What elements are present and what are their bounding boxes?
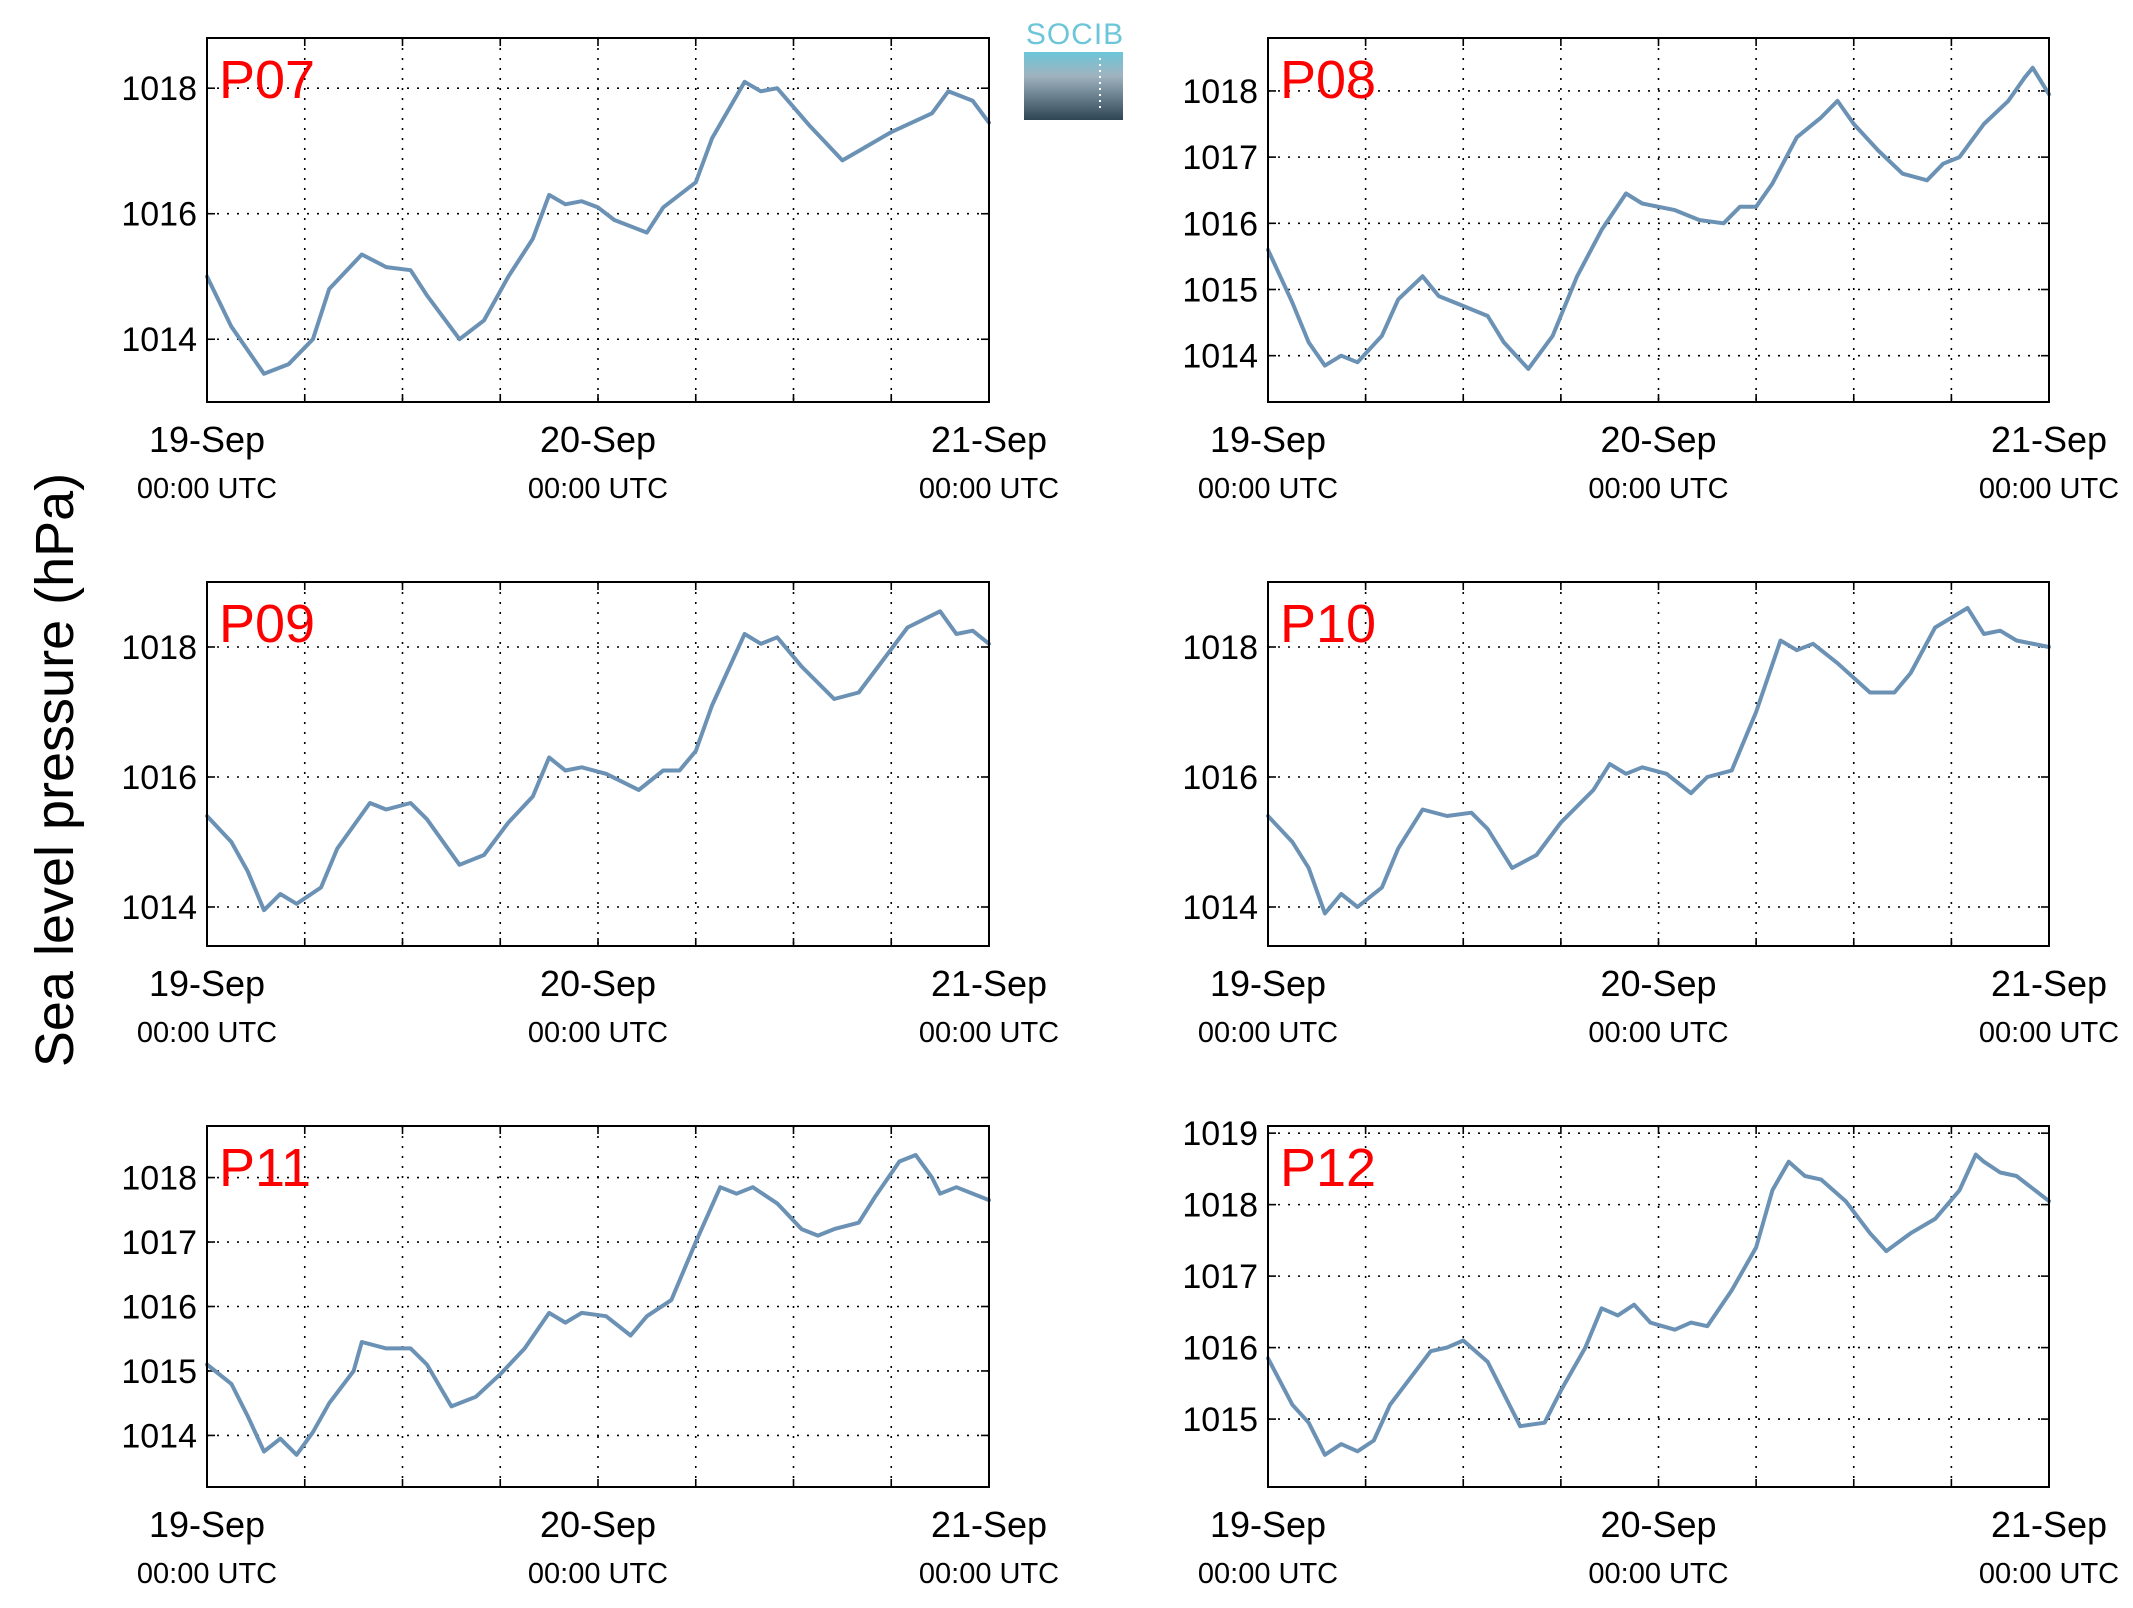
y-tick-label: 1015 bbox=[121, 1353, 197, 1391]
x-tick-label: 21-Sep bbox=[931, 419, 1047, 460]
panel-title: P10 bbox=[1280, 594, 1376, 654]
x-tick-sublabel: 00:00 UTC bbox=[1979, 1558, 2119, 1590]
series-line-0 bbox=[205, 609, 991, 913]
x-tick-label: 19-Sep bbox=[149, 419, 265, 460]
x-tick-sublabel: 00:00 UTC bbox=[919, 1558, 1059, 1590]
x-tick-label: 20-Sep bbox=[540, 1504, 656, 1545]
y-tick-label: 1018 bbox=[121, 629, 197, 667]
axes-frame bbox=[1267, 1125, 2050, 1488]
panel-p07: 1014 1016 1018 19-Sep 00:00 UTC 20-Sep 00:00 U… bbox=[121, 37, 1059, 505]
x-tick-sublabel: 00:00 UTC bbox=[528, 1017, 668, 1049]
x-tick-label: 19-Sep bbox=[149, 963, 265, 1004]
panel-p08: 1014 1015 1016 1017 1018 19-Sep 00:00 UTC 20-Se… bbox=[1182, 37, 2119, 505]
series-line-0 bbox=[1266, 606, 2051, 916]
y-tick-label: 1016 bbox=[121, 196, 197, 234]
x-tick-sublabel: 00:00 UTC bbox=[919, 473, 1059, 505]
y-tick-label: 1016 bbox=[121, 759, 197, 797]
y-tick-label: 1017 bbox=[1182, 1258, 1258, 1296]
x-tick-sublabel: 00:00 UTC bbox=[137, 1017, 277, 1049]
y-tick-label: 1016 bbox=[1182, 1330, 1258, 1368]
x-tick-sublabel: 00:00 UTC bbox=[1198, 1558, 1338, 1590]
x-tick-sublabel: 00:00 UTC bbox=[137, 473, 277, 505]
logo-block bbox=[1024, 52, 1123, 120]
y-tick-label: 1014 bbox=[1182, 889, 1258, 927]
x-tick-label: 21-Sep bbox=[1991, 1504, 2107, 1545]
x-tick-label: 19-Sep bbox=[1210, 963, 1326, 1004]
panel-title: P11 bbox=[219, 1138, 311, 1198]
series-line-0 bbox=[1266, 65, 2051, 371]
axes-frame bbox=[206, 1125, 990, 1488]
y-tick-label: 1018 bbox=[1182, 73, 1258, 111]
x-tick-sublabel: 00:00 UTC bbox=[528, 1558, 668, 1590]
y-tick-label: 1015 bbox=[1182, 1401, 1258, 1439]
x-tick-sublabel: 00:00 UTC bbox=[1979, 1017, 2119, 1049]
axes-frame bbox=[206, 581, 990, 947]
panel-p10: 1014 1016 1018 19-Sep 00:00 UTC 20-Sep 00:00 U… bbox=[1182, 581, 2119, 1049]
panel-title: P07 bbox=[219, 50, 315, 110]
logo-text: SOCIB bbox=[1026, 18, 1124, 51]
series-line-0 bbox=[1266, 1152, 2051, 1457]
y-tick-label: 1019 bbox=[1182, 1115, 1258, 1153]
x-tick-label: 19-Sep bbox=[1210, 1504, 1326, 1545]
axes-frame bbox=[1267, 581, 2050, 947]
axes-frame bbox=[206, 37, 990, 403]
x-tick-sublabel: 00:00 UTC bbox=[528, 473, 668, 505]
y-tick-label: 1018 bbox=[1182, 629, 1258, 667]
y-tick-label: 1014 bbox=[121, 889, 197, 927]
panel-title: P08 bbox=[1280, 50, 1376, 110]
x-tick-label: 20-Sep bbox=[1600, 1504, 1716, 1545]
y-tick-label: 1017 bbox=[1182, 139, 1258, 177]
x-tick-sublabel: 00:00 UTC bbox=[1588, 1558, 1728, 1590]
panel-title: P12 bbox=[1280, 1138, 1376, 1198]
x-tick-label: 21-Sep bbox=[931, 1504, 1047, 1545]
y-tick-label: 1015 bbox=[1182, 271, 1258, 309]
axes-frame bbox=[1267, 37, 2050, 403]
x-tick-label: 21-Sep bbox=[1991, 419, 2107, 460]
panel-p09: 1014 1016 1018 19-Sep 00:00 UTC 20-Sep 00:00 U… bbox=[121, 581, 1059, 1049]
series-line-0 bbox=[205, 79, 991, 376]
x-tick-label: 19-Sep bbox=[1210, 419, 1326, 460]
x-tick-sublabel: 00:00 UTC bbox=[919, 1017, 1059, 1049]
y-tick-label: 1018 bbox=[1182, 1187, 1258, 1225]
y-tick-label: 1017 bbox=[121, 1224, 197, 1262]
y-tick-label: 1016 bbox=[1182, 205, 1258, 243]
x-tick-label: 20-Sep bbox=[540, 963, 656, 1004]
panel-p12: 1015 1016 1017 1018 1019 19-Sep 00:00 UTC 20-Se… bbox=[1182, 1115, 2119, 1590]
panel-title: P09 bbox=[219, 594, 315, 654]
x-tick-label: 20-Sep bbox=[1600, 963, 1716, 1004]
x-tick-label: 20-Sep bbox=[540, 419, 656, 460]
socib-logo: SOCIB bbox=[1024, 18, 1124, 120]
y-tick-label: 1016 bbox=[1182, 759, 1258, 797]
x-tick-label: 21-Sep bbox=[931, 963, 1047, 1004]
y-tick-label: 1014 bbox=[121, 1417, 197, 1455]
x-tick-sublabel: 00:00 UTC bbox=[1198, 473, 1338, 505]
x-tick-sublabel: 00:00 UTC bbox=[1979, 473, 2119, 505]
x-tick-sublabel: 00:00 UTC bbox=[1198, 1017, 1338, 1049]
x-tick-sublabel: 00:00 UTC bbox=[1588, 473, 1728, 505]
x-tick-label: 19-Sep bbox=[149, 1504, 265, 1545]
y-tick-label: 1016 bbox=[121, 1289, 197, 1327]
x-tick-sublabel: 00:00 UTC bbox=[137, 1558, 277, 1590]
y-tick-label: 1018 bbox=[121, 1160, 197, 1198]
series-line-0 bbox=[205, 1153, 991, 1457]
y-tick-label: 1018 bbox=[121, 70, 197, 108]
panel-p11: 1014 1015 1016 1017 1018 19-Sep 00:00 UTC 20-Se… bbox=[121, 1125, 1059, 1590]
y-tick-label: 1014 bbox=[1182, 338, 1258, 376]
shared-y-axis-label: Sea level pressure (hPa) bbox=[25, 473, 85, 1067]
x-tick-sublabel: 00:00 UTC bbox=[1588, 1017, 1728, 1049]
y-tick-label: 1014 bbox=[121, 321, 197, 359]
x-tick-label: 20-Sep bbox=[1600, 419, 1716, 460]
x-tick-label: 21-Sep bbox=[1991, 963, 2107, 1004]
